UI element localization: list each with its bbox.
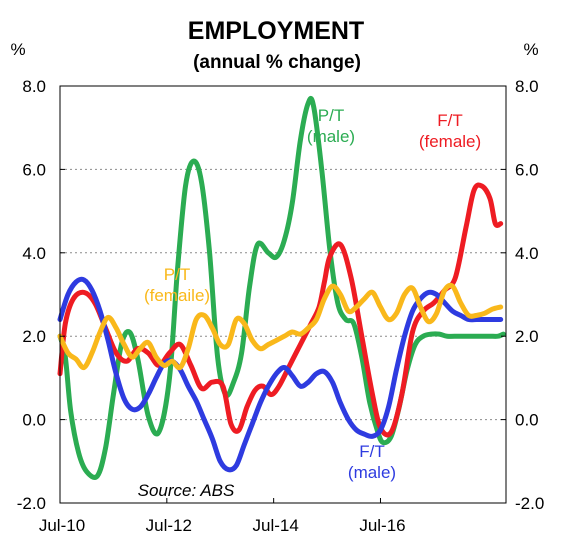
x-tick-label: Jul-14 xyxy=(252,516,298,535)
x-tick-label: Jul-16 xyxy=(359,516,405,535)
x-tick-label: Jul-10 xyxy=(39,516,85,535)
axes: -2.0 -2.0 0.0 0.0 2.0 2.0 4.0 4.0 6.0 6.0 8.0 8.0 Ju… xyxy=(17,77,545,535)
y-tick-label-right: 0.0 xyxy=(515,411,539,430)
y-tick-label-left: 2.0 xyxy=(22,327,46,346)
y-tick-label-left: -2.0 xyxy=(17,494,46,513)
series-annotation: F/T (female) xyxy=(419,111,481,151)
y-tick-label-right: 6.0 xyxy=(515,160,539,179)
series-line-p-t-female xyxy=(57,282,504,371)
y-axis-unit-right: % xyxy=(523,40,538,59)
y-tick-label-left: 6.0 xyxy=(22,160,46,179)
series-line-f-t-male xyxy=(57,276,504,473)
y-tick-label-right: 8.0 xyxy=(515,77,539,96)
series-annotation: P/T (male) xyxy=(307,106,355,146)
series-lines xyxy=(57,95,506,480)
series-annotation: P/T (femaile) xyxy=(144,265,210,305)
y-tick-label-right: 2.0 xyxy=(515,327,539,346)
y-tick-label-left: 8.0 xyxy=(22,77,46,96)
source-note: Source: ABS xyxy=(138,481,235,500)
y-tick-label-left: 0.0 xyxy=(22,411,46,430)
y-tick-label-right: -2.0 xyxy=(515,494,544,513)
chart-subtitle: (annual % change) xyxy=(193,52,361,73)
series-line-p-t-male xyxy=(57,95,506,480)
y-axis-unit-left: % xyxy=(10,40,25,59)
x-tick-label: Jul-12 xyxy=(146,516,192,535)
chart-title: EMPLOYMENT xyxy=(188,17,364,45)
plot-frame xyxy=(59,85,507,504)
y-tick-label-right: 4.0 xyxy=(515,244,539,263)
series-annotations: P/T (male) F/T (female) P/T (femaile) F/T (male… xyxy=(144,106,481,482)
y-tick-label-left: 4.0 xyxy=(22,244,46,263)
series-annotation: F/T (male) xyxy=(348,442,396,482)
